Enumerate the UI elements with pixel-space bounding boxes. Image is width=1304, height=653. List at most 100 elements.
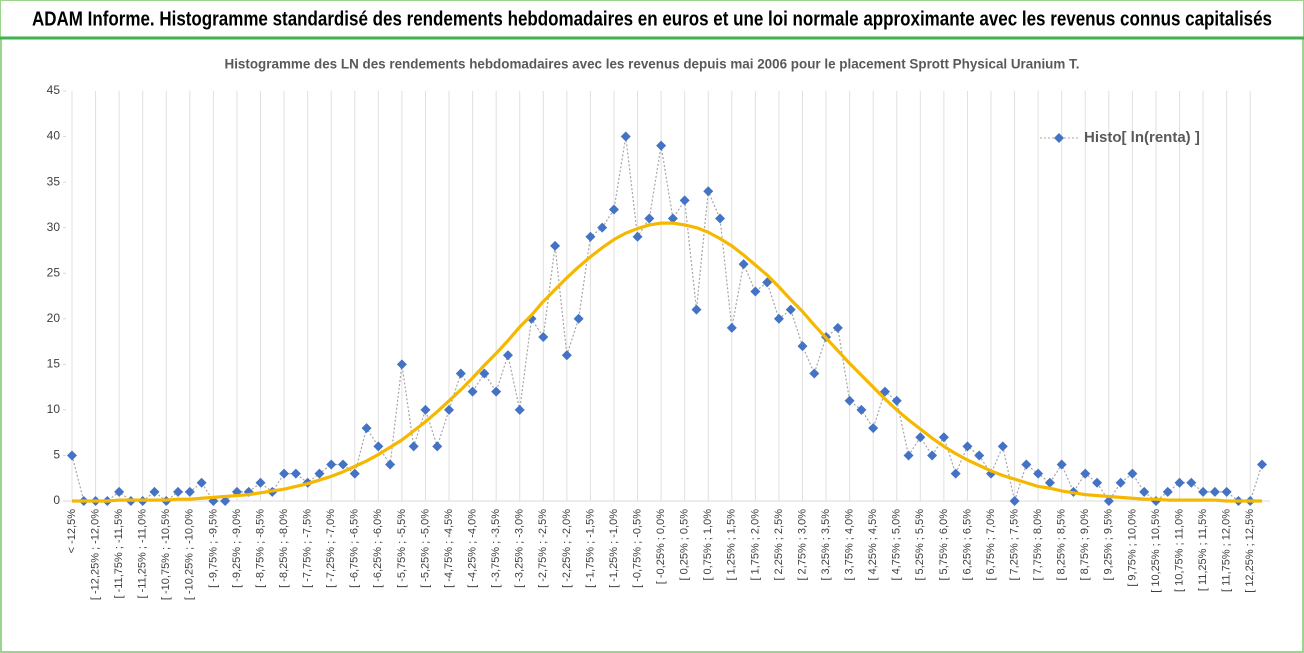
marker: [608, 204, 619, 215]
marker: [349, 468, 360, 479]
x-tick-label: [ -8,75% ; -8,5%: [254, 509, 266, 588]
marker: [1103, 496, 1114, 506]
x-tick-label: [ 9,75% ; 10,0%: [1126, 509, 1138, 587]
x-tick-label: [ -1,75% ; -1,5%: [584, 509, 596, 588]
x-tick-label: [ -0,75% ; -0,5%: [631, 509, 643, 588]
marker: [479, 368, 490, 379]
marker: [773, 313, 784, 324]
y-tick-label: 15: [47, 357, 61, 371]
marker: [279, 468, 290, 479]
x-tick-label: [ -2,25% ; -2,0%: [561, 509, 573, 588]
marker: [715, 213, 726, 224]
x-tick-label: [ 6,25% ; 6,5%: [961, 509, 973, 581]
marker: [196, 477, 207, 488]
x-tick-label: [ -2,75% ; -2,5%: [537, 509, 549, 588]
y-tick-label: 35: [47, 174, 61, 188]
x-tick-label: [ 2,75% ; 3,0%: [796, 509, 808, 581]
x-tick-label: [ 0,75% ; 1,0%: [702, 509, 714, 581]
x-tick-label: [ -3,75% ; -3,5%: [490, 509, 502, 588]
marker: [726, 322, 737, 333]
x-tick-label: [ -11,75% ; -11,5%: [113, 509, 125, 599]
x-tick-label: [ 8,25% ; 8,5%: [1056, 509, 1068, 581]
marker: [573, 313, 584, 324]
marker: [703, 186, 714, 197]
x-tick-label: [ -3,25% ; -3,0%: [514, 509, 526, 588]
marker: [1139, 486, 1150, 497]
x-tick-label: [ -0,25% ; 0,0%: [655, 509, 667, 584]
marker: [762, 277, 773, 288]
header: [1, 1, 1303, 38]
x-tick-label: [ 3,25% ; 3,5%: [820, 509, 832, 581]
marker: [997, 441, 1008, 452]
marker: [149, 486, 160, 497]
marker: [491, 386, 502, 397]
x-tick-label: [ -4,25% ; -4,0%: [467, 509, 479, 588]
x-tick-label: [ -1,25% ; -1,0%: [608, 509, 620, 588]
x-tick-label: [ -8,25% ; -8,0%: [278, 509, 290, 588]
marker: [679, 195, 690, 206]
marker: [1056, 459, 1067, 470]
x-tick-label: [ -6,75% ; -6,5%: [349, 509, 361, 588]
marker: [1127, 468, 1138, 479]
marker: [1115, 477, 1126, 488]
marker: [561, 350, 572, 361]
y-tick-label: 20: [47, 311, 61, 325]
page-title: ADAM Informe. Histogramme standardisé de…: [32, 8, 1272, 30]
marker: [868, 423, 879, 434]
marker: [184, 486, 195, 497]
marker: [656, 140, 667, 151]
x-tick-label: [ -9,75% ; -9,5%: [207, 509, 219, 588]
marker: [420, 404, 431, 415]
marker: [1009, 496, 1020, 506]
x-tick-label: [ 7,25% ; 7,5%: [1008, 509, 1020, 581]
marker: [361, 423, 372, 434]
x-tick-label: [ -6,25% ; -6,0%: [372, 509, 384, 588]
marker: [550, 240, 561, 251]
y-tick-label: 30: [47, 220, 61, 234]
x-tick-label: [ 6,75% ; 7,0%: [985, 509, 997, 581]
marker: [738, 259, 749, 270]
series-line: [71, 136, 1263, 504]
marker: [974, 450, 985, 461]
x-tick-label: [ -10,75% ; -10,5%: [160, 509, 172, 600]
y-tick-label: 10: [47, 402, 61, 416]
x-tick-label: [ -5,75% ; -5,5%: [396, 509, 408, 588]
x-tick-label: [ -7,25% ; -7,0%: [325, 509, 337, 588]
marker: [255, 477, 266, 488]
marker: [844, 395, 855, 406]
marker: [915, 432, 926, 443]
legend-marker: [1054, 133, 1064, 143]
marker: [962, 441, 973, 452]
marker: [1080, 468, 1091, 479]
marker: [832, 322, 843, 333]
chart-title: Histogramme des LN des rendements hebdom…: [225, 56, 1080, 72]
x-tick-label: [ 4,75% ; 5,0%: [891, 509, 903, 581]
marker: [67, 450, 77, 461]
marker: [502, 350, 513, 361]
marker: [467, 386, 478, 397]
marker: [667, 213, 678, 224]
x-tick-label: [ 11,75% ; 12,0%: [1221, 509, 1233, 592]
x-tick-label: [ 5,25% ; 5,5%: [914, 509, 926, 581]
x-tick-label: [ -7,75% ; -7,5%: [302, 509, 314, 588]
marker: [632, 231, 643, 242]
y-tick-label: 40: [47, 129, 61, 143]
marker: [385, 459, 396, 470]
marker: [337, 459, 348, 470]
marker: [797, 341, 808, 352]
marker: [879, 386, 890, 397]
marker: [809, 368, 820, 379]
marker: [1209, 486, 1220, 497]
legend-label: Histo[ ln(renta) ]: [1084, 129, 1200, 146]
x-tick-label: [ 7,75% ; 8,0%: [1032, 509, 1044, 581]
x-tick-label: [ 9,25% ; 9,5%: [1103, 509, 1115, 581]
x-tick-label: [ -4,75% ; -4,5%: [443, 509, 455, 588]
marker: [444, 404, 455, 415]
x-tick-label: [ 8,75% ; 9,0%: [1079, 509, 1091, 581]
x-tick-label: [ 11,25% ; 11,5%: [1197, 509, 1209, 591]
marker: [785, 304, 796, 315]
marker: [408, 441, 419, 452]
marker: [1174, 477, 1185, 488]
